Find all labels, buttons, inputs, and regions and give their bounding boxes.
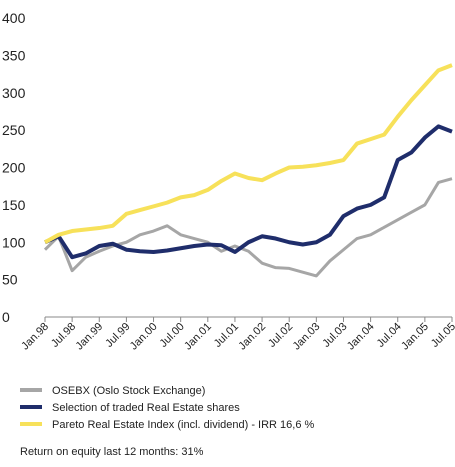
footnote: Return on equity last 12 months: 31% [20, 446, 204, 458]
x-tick-label: Jan.00 [128, 321, 160, 353]
y-tick-label: 400 [2, 10, 26, 26]
x-tick-label: Jan.05 [399, 321, 431, 353]
x-tick-label: Jul.05 [429, 321, 455, 350]
y-tick-label: 100 [2, 234, 26, 250]
legend-label: OSEBX (Oslo Stock Exchange) [52, 385, 205, 397]
x-tick-label: Jan.01 [182, 321, 214, 353]
y-tick-label: 350 [2, 47, 26, 63]
legend-label: Pareto Real Estate Index (incl. dividend… [52, 419, 315, 431]
legend-label: Selection of traded Real Estate shares [52, 402, 240, 414]
series-line [44, 63, 453, 245]
y-tick-label: 150 [2, 197, 26, 213]
x-tick-label: Jan.04 [345, 321, 377, 353]
x-tick-label: Jan.03 [291, 321, 323, 353]
series-line [43, 177, 453, 278]
y-tick-label: 250 [2, 122, 26, 138]
y-tick-label: 300 [2, 85, 26, 101]
y-tick-label: 0 [2, 309, 10, 325]
x-tick-label: Jan.02 [236, 321, 268, 353]
x-tick-label: Jan.99 [74, 321, 106, 353]
x-tick-label: Jan.98 [19, 321, 51, 353]
y-tick-label: 200 [2, 160, 26, 176]
y-tick-label: 50 [2, 272, 18, 288]
series-line [44, 124, 453, 260]
